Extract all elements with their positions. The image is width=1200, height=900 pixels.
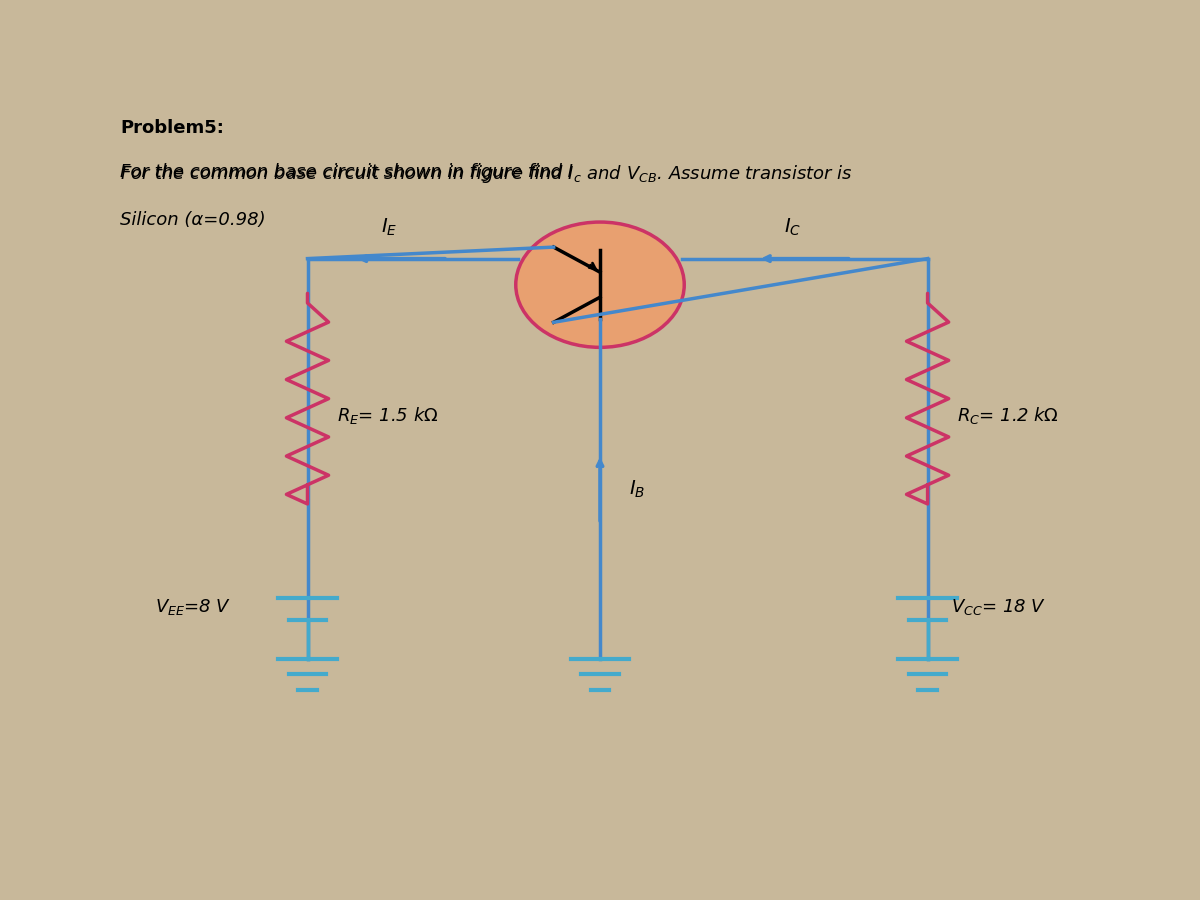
Text: $R_E$= 1.5 k$\Omega$: $R_E$= 1.5 k$\Omega$ — [337, 405, 438, 426]
Text: $I_B$: $I_B$ — [629, 478, 646, 500]
Text: $R_C$= 1.2 k$\Omega$: $R_C$= 1.2 k$\Omega$ — [956, 405, 1058, 426]
Text: $V_{EE}$=8 V: $V_{EE}$=8 V — [156, 597, 232, 617]
Text: For the common base circuit shown in figure find I: For the common base circuit shown in fig… — [120, 163, 574, 181]
Text: $V_{CC}$= 18 V: $V_{CC}$= 18 V — [952, 597, 1046, 617]
Text: Problem5:: Problem5: — [120, 120, 224, 138]
Text: $I_E$: $I_E$ — [382, 217, 397, 238]
Circle shape — [516, 222, 684, 347]
Text: For the common base circuit shown in figure find I$_c$ and V$_{CB}$. Assume tran: For the common base circuit shown in fig… — [120, 163, 853, 184]
Text: $I_C$: $I_C$ — [785, 217, 802, 238]
Text: Silicon (α=0.98): Silicon (α=0.98) — [120, 211, 266, 229]
